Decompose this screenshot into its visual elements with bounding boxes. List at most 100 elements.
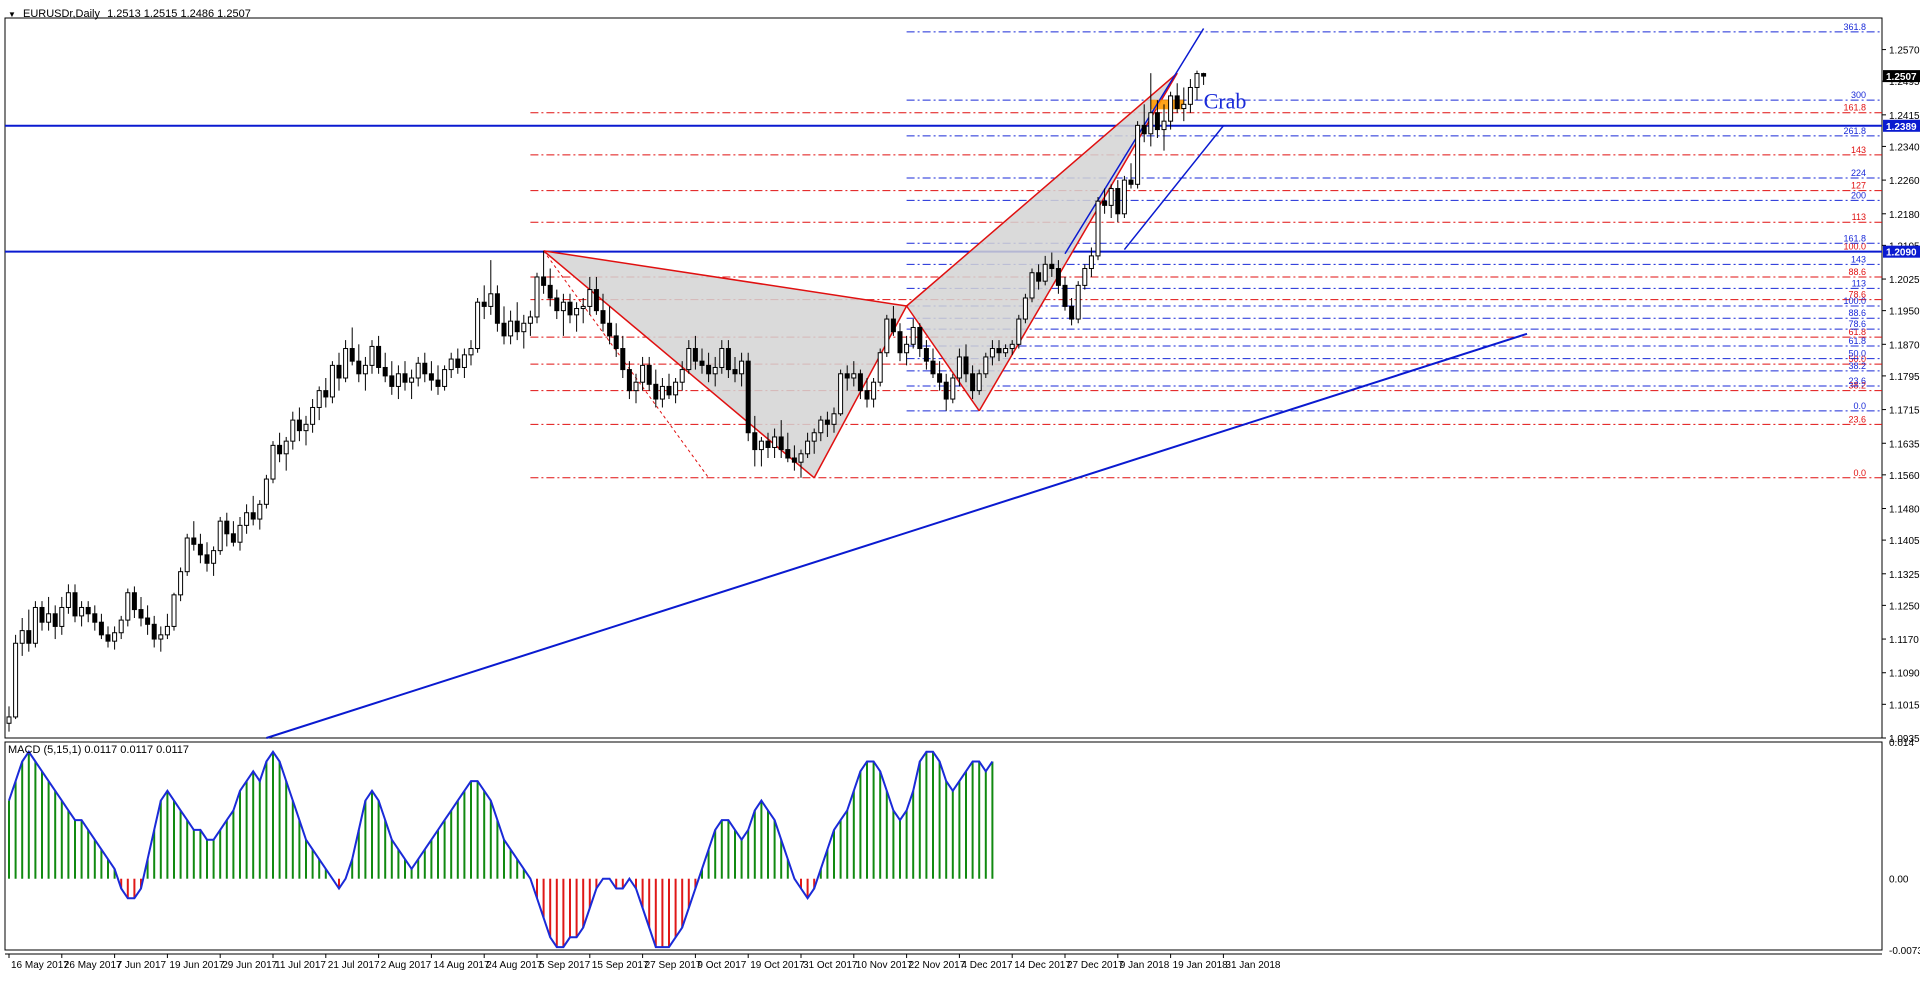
x-tick-label: 7 Jun 2017 xyxy=(117,960,167,971)
candle-body xyxy=(343,348,349,379)
candle-body xyxy=(336,364,342,379)
chart-header: ▼ EURUSDr,Daily 1.2513 1.2515 1.2486 1.2… xyxy=(8,8,251,20)
candle-body xyxy=(752,432,758,451)
x-tick-label: 9 Oct 2017 xyxy=(697,960,746,971)
candle-body xyxy=(758,440,764,451)
candle-body xyxy=(864,390,870,400)
candle-body xyxy=(1009,343,1015,350)
candle-body xyxy=(1016,318,1022,345)
y-tick-label: 1.1870 xyxy=(1889,340,1920,351)
candle-body xyxy=(26,630,32,644)
x-tick-label: 29 Jun 2017 xyxy=(222,960,277,971)
pattern-triangle-bcd xyxy=(906,73,1178,411)
candle-body xyxy=(600,310,606,324)
candle-body xyxy=(640,364,646,383)
y-tick-label: 1.1795 xyxy=(1889,372,1920,383)
fib-red-label: 143 xyxy=(1851,145,1866,155)
x-tick-label: 16 May 2017 xyxy=(11,960,69,971)
fib-blue-label: 261.8 xyxy=(1843,126,1866,136)
y-tick-label: 1.2415 xyxy=(1889,111,1920,122)
y-tick-label: 1.2495 xyxy=(1889,77,1920,88)
y-tick-label: 1.1715 xyxy=(1889,406,1920,417)
symbol-label: EURUSDr,Daily xyxy=(22,8,100,20)
candle-body xyxy=(890,318,896,333)
candle-body xyxy=(527,316,533,324)
candle-body xyxy=(481,301,487,307)
candle-body xyxy=(1062,284,1068,307)
candle-body xyxy=(1141,124,1147,135)
candle-body xyxy=(1181,103,1187,110)
candle-body xyxy=(706,364,712,375)
x-tick-label: 26 May 2017 xyxy=(64,960,122,971)
candle-body xyxy=(917,326,923,350)
candle-body xyxy=(1036,272,1042,282)
fib-blue-label: 224 xyxy=(1851,168,1866,178)
fib-blue-label: 78.6 xyxy=(1848,319,1866,329)
candle-body xyxy=(692,348,698,362)
y-tick-label: 1.1170 xyxy=(1889,635,1919,646)
candle-body xyxy=(1115,188,1121,215)
candle-body xyxy=(1029,272,1035,299)
fib-blue-label: 361.8 xyxy=(1843,22,1866,32)
y-tick-label: 1.0935 xyxy=(1889,734,1920,745)
candle-body xyxy=(389,375,395,387)
candle-body xyxy=(732,369,738,375)
x-tick-label: 14 Aug 2017 xyxy=(433,960,490,971)
candle-body xyxy=(13,642,19,718)
candle-body xyxy=(547,284,553,299)
lower-level-tag: 1.2090 xyxy=(1886,248,1917,259)
candle-body xyxy=(283,440,289,455)
candle-body xyxy=(290,419,296,442)
x-tick-label: 19 Jan 2018 xyxy=(1173,960,1228,971)
candle-body xyxy=(1055,268,1061,286)
x-tick-label: 9 Jan 2018 xyxy=(1120,960,1170,971)
dropdown-triangle-icon[interactable]: ▼ xyxy=(8,10,16,19)
candle-body xyxy=(904,343,910,354)
y-tick-label: 1.1250 xyxy=(1889,601,1920,612)
macd-tick-label: 0.014 xyxy=(1889,738,1914,749)
candle-body xyxy=(277,444,283,455)
candle-body xyxy=(989,348,995,358)
y-tick-label: 1.2180 xyxy=(1889,210,1920,221)
price-pane-frame xyxy=(4,17,1883,739)
candle-body xyxy=(1148,112,1154,135)
candle-body xyxy=(699,360,705,366)
fib-blue-label: 23.6 xyxy=(1848,376,1866,386)
candle-body xyxy=(171,594,177,627)
candle-body xyxy=(455,358,461,368)
pattern-label: Crab xyxy=(1204,89,1247,114)
candle-body xyxy=(52,613,58,627)
fib-blue-label: 161.8 xyxy=(1843,233,1866,243)
candle-body xyxy=(217,520,223,552)
candle-body xyxy=(1075,284,1081,320)
candle-body xyxy=(131,592,137,611)
fib-red-label: 78.6 xyxy=(1848,290,1866,300)
candle-body xyxy=(362,364,368,375)
candle-body xyxy=(39,606,45,623)
candle-body xyxy=(6,716,12,724)
macd-tick-label: -0.0073 xyxy=(1889,946,1920,957)
candle-body xyxy=(442,369,448,387)
candle-body xyxy=(884,318,890,354)
candle-body xyxy=(369,345,375,366)
candle-body xyxy=(791,457,797,463)
candle-body xyxy=(725,348,731,371)
candle-body xyxy=(310,406,316,425)
candle-body xyxy=(461,354,467,368)
candle-body xyxy=(1082,268,1088,286)
y-tick-label: 1.1015 xyxy=(1889,700,1920,711)
x-tick-label: 2 Aug 2017 xyxy=(381,960,432,971)
candle-body xyxy=(329,364,335,398)
fib-blue-label: 113 xyxy=(1852,278,1866,288)
candle-body xyxy=(739,360,745,375)
x-tick-label: 14 Dec 2017 xyxy=(1014,960,1071,971)
candle-body xyxy=(580,305,586,310)
candle-body xyxy=(554,297,560,312)
x-tick-label: 15 Sep 2017 xyxy=(592,960,649,971)
candle-body xyxy=(1042,263,1048,282)
candle-body xyxy=(1088,255,1094,270)
y-tick-label: 1.1560 xyxy=(1889,471,1920,482)
candle-body xyxy=(263,478,269,505)
retracement-guide xyxy=(543,250,710,479)
